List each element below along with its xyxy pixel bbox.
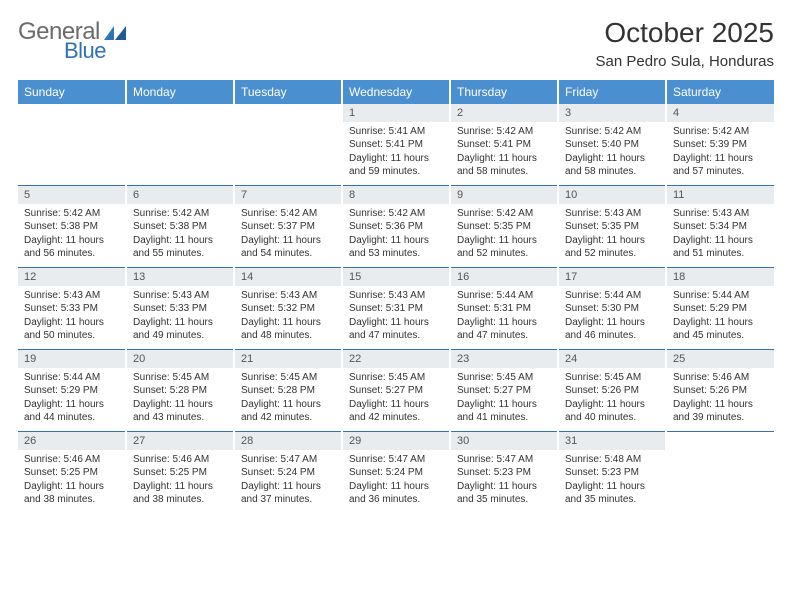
day-number-cell: 13 [126, 267, 234, 286]
day-number-cell: 29 [342, 431, 450, 450]
detail-row: Sunrise: 5:41 AMSunset: 5:41 PMDaylight:… [18, 122, 774, 186]
day-number-cell: 28 [234, 431, 342, 450]
day-detail-cell: Sunrise: 5:42 AMSunset: 5:37 PMDaylight:… [234, 204, 342, 268]
detail-row: Sunrise: 5:46 AMSunset: 5:25 PMDaylight:… [18, 450, 774, 513]
dayhead-wed: Wednesday [342, 80, 450, 104]
detail-row: Sunrise: 5:42 AMSunset: 5:38 PMDaylight:… [18, 204, 774, 268]
day-number-cell: 1 [342, 104, 450, 122]
day-detail-cell: Sunrise: 5:46 AMSunset: 5:25 PMDaylight:… [126, 450, 234, 513]
day-detail-cell: Sunrise: 5:43 AMSunset: 5:31 PMDaylight:… [342, 286, 450, 350]
day-detail-cell: Sunrise: 5:42 AMSunset: 5:40 PMDaylight:… [558, 122, 666, 186]
day-number-cell [126, 104, 234, 122]
day-detail-cell: Sunrise: 5:44 AMSunset: 5:31 PMDaylight:… [450, 286, 558, 350]
dayhead-thu: Thursday [450, 80, 558, 104]
detail-row: Sunrise: 5:44 AMSunset: 5:29 PMDaylight:… [18, 368, 774, 432]
day-detail-cell: Sunrise: 5:43 AMSunset: 5:35 PMDaylight:… [558, 204, 666, 268]
day-detail-cell: Sunrise: 5:42 AMSunset: 5:38 PMDaylight:… [126, 204, 234, 268]
flag-icon [104, 26, 126, 40]
day-number-cell: 5 [18, 185, 126, 204]
day-number-cell: 30 [450, 431, 558, 450]
day-number-cell: 21 [234, 349, 342, 368]
daynum-row: 262728293031 [18, 431, 774, 450]
day-detail-cell: Sunrise: 5:44 AMSunset: 5:29 PMDaylight:… [18, 368, 126, 432]
dayhead-sun: Sunday [18, 80, 126, 104]
day-number-cell [234, 104, 342, 122]
calendar-body: 1234Sunrise: 5:41 AMSunset: 5:41 PMDayli… [18, 104, 774, 513]
dayhead-tue: Tuesday [234, 80, 342, 104]
day-detail-cell: Sunrise: 5:45 AMSunset: 5:26 PMDaylight:… [558, 368, 666, 432]
day-detail-cell: Sunrise: 5:42 AMSunset: 5:35 PMDaylight:… [450, 204, 558, 268]
day-number-cell: 26 [18, 431, 126, 450]
day-detail-cell: Sunrise: 5:46 AMSunset: 5:26 PMDaylight:… [666, 368, 774, 432]
day-number-cell: 11 [666, 185, 774, 204]
day-number-cell: 3 [558, 104, 666, 122]
day-detail-cell [234, 122, 342, 186]
day-number-cell: 7 [234, 185, 342, 204]
day-detail-cell: Sunrise: 5:48 AMSunset: 5:23 PMDaylight:… [558, 450, 666, 513]
day-detail-cell: Sunrise: 5:43 AMSunset: 5:34 PMDaylight:… [666, 204, 774, 268]
calendar-page: General Blue October 2025 San Pedro Sula… [0, 0, 792, 612]
day-number-cell: 16 [450, 267, 558, 286]
day-detail-cell [666, 450, 774, 513]
day-detail-cell: Sunrise: 5:43 AMSunset: 5:33 PMDaylight:… [18, 286, 126, 350]
day-detail-cell: Sunrise: 5:45 AMSunset: 5:27 PMDaylight:… [342, 368, 450, 432]
day-number-cell: 31 [558, 431, 666, 450]
day-number-cell: 9 [450, 185, 558, 204]
day-number-cell [18, 104, 126, 122]
day-detail-cell: Sunrise: 5:42 AMSunset: 5:39 PMDaylight:… [666, 122, 774, 186]
day-detail-cell: Sunrise: 5:45 AMSunset: 5:28 PMDaylight:… [234, 368, 342, 432]
detail-row: Sunrise: 5:43 AMSunset: 5:33 PMDaylight:… [18, 286, 774, 350]
calendar-header-row: Sunday Monday Tuesday Wednesday Thursday… [18, 80, 774, 104]
day-detail-cell: Sunrise: 5:42 AMSunset: 5:38 PMDaylight:… [18, 204, 126, 268]
title-block: October 2025 San Pedro Sula, Honduras [596, 18, 774, 70]
dayhead-mon: Monday [126, 80, 234, 104]
dayhead-sat: Saturday [666, 80, 774, 104]
location: San Pedro Sula, Honduras [596, 53, 774, 70]
day-number-cell: 14 [234, 267, 342, 286]
day-number-cell: 10 [558, 185, 666, 204]
day-number-cell: 23 [450, 349, 558, 368]
day-detail-cell: Sunrise: 5:47 AMSunset: 5:24 PMDaylight:… [234, 450, 342, 513]
day-number-cell: 27 [126, 431, 234, 450]
daynum-row: 567891011 [18, 185, 774, 204]
day-number-cell: 25 [666, 349, 774, 368]
day-detail-cell: Sunrise: 5:46 AMSunset: 5:25 PMDaylight:… [18, 450, 126, 513]
day-detail-cell: Sunrise: 5:43 AMSunset: 5:33 PMDaylight:… [126, 286, 234, 350]
day-detail-cell: Sunrise: 5:42 AMSunset: 5:41 PMDaylight:… [450, 122, 558, 186]
day-number-cell: 6 [126, 185, 234, 204]
day-number-cell: 12 [18, 267, 126, 286]
daynum-row: 19202122232425 [18, 349, 774, 368]
calendar-table: Sunday Monday Tuesday Wednesday Thursday… [18, 80, 774, 513]
daynum-row: 1234 [18, 104, 774, 122]
day-number-cell [666, 431, 774, 450]
day-detail-cell: Sunrise: 5:41 AMSunset: 5:41 PMDaylight:… [342, 122, 450, 186]
day-number-cell: 18 [666, 267, 774, 286]
day-number-cell: 19 [18, 349, 126, 368]
day-detail-cell [18, 122, 126, 186]
day-number-cell: 8 [342, 185, 450, 204]
day-number-cell: 22 [342, 349, 450, 368]
daynum-row: 12131415161718 [18, 267, 774, 286]
month-year: October 2025 [596, 18, 774, 49]
day-number-cell: 4 [666, 104, 774, 122]
day-number-cell: 15 [342, 267, 450, 286]
day-detail-cell: Sunrise: 5:43 AMSunset: 5:32 PMDaylight:… [234, 286, 342, 350]
day-detail-cell: Sunrise: 5:44 AMSunset: 5:30 PMDaylight:… [558, 286, 666, 350]
day-number-cell: 17 [558, 267, 666, 286]
day-detail-cell: Sunrise: 5:47 AMSunset: 5:23 PMDaylight:… [450, 450, 558, 513]
dayhead-fri: Friday [558, 80, 666, 104]
day-number-cell: 2 [450, 104, 558, 122]
day-detail-cell: Sunrise: 5:45 AMSunset: 5:28 PMDaylight:… [126, 368, 234, 432]
day-detail-cell [126, 122, 234, 186]
day-detail-cell: Sunrise: 5:42 AMSunset: 5:36 PMDaylight:… [342, 204, 450, 268]
day-number-cell: 24 [558, 349, 666, 368]
day-number-cell: 20 [126, 349, 234, 368]
day-detail-cell: Sunrise: 5:45 AMSunset: 5:27 PMDaylight:… [450, 368, 558, 432]
day-detail-cell: Sunrise: 5:47 AMSunset: 5:24 PMDaylight:… [342, 450, 450, 513]
logo-text-blue: Blue [64, 38, 106, 64]
logo: General Blue [18, 18, 138, 62]
day-detail-cell: Sunrise: 5:44 AMSunset: 5:29 PMDaylight:… [666, 286, 774, 350]
header: General Blue October 2025 San Pedro Sula… [18, 18, 774, 70]
